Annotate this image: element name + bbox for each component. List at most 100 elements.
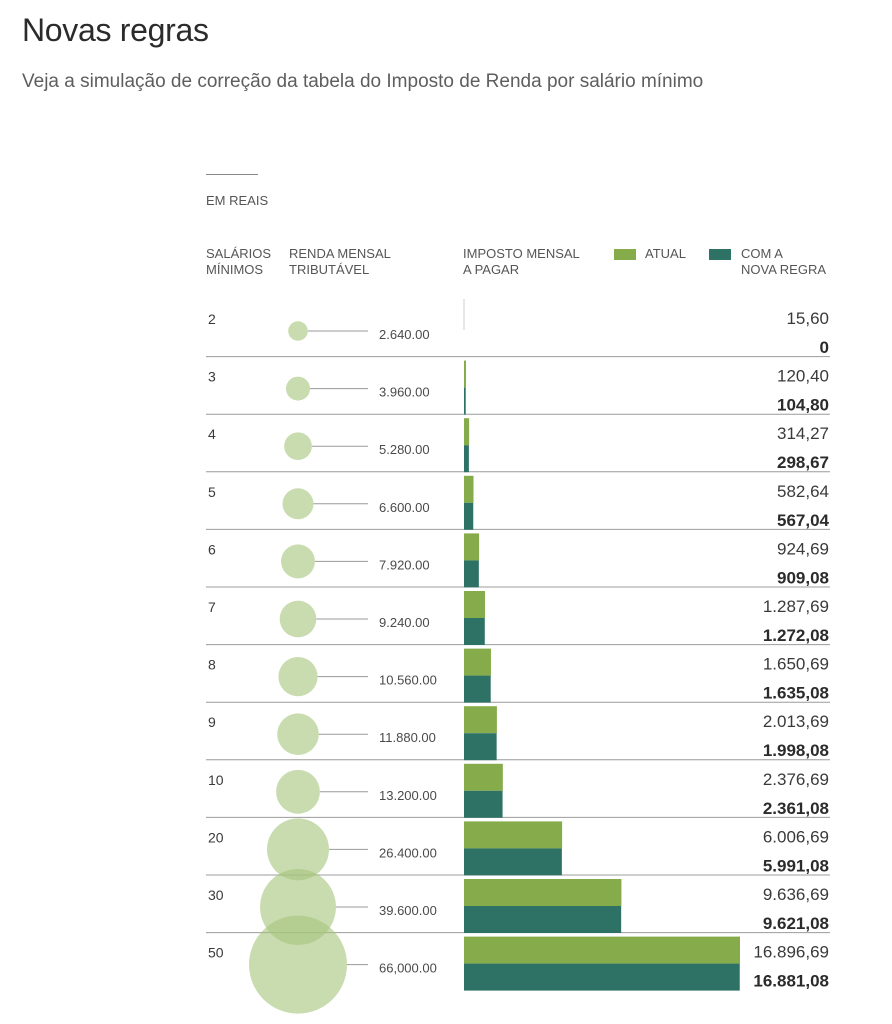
col-header-renda: RENDA MENSAL TRIBUTÁVEL [289,246,391,278]
bar-nova-20 [464,848,562,876]
category-label-50: 50 [208,945,224,961]
bar-nova-50 [464,963,740,991]
income-label-2: 2.640.00 [379,327,430,342]
bar-atual-10 [464,763,503,791]
page-subtitle: Veja a simulação de correção da tabela d… [22,71,704,92]
header-rule [206,174,258,175]
value-nova-3: 104,80 [777,396,829,415]
bar-atual-20 [464,821,563,849]
category-label-2: 2 [208,311,216,327]
income-label-50: 66,000.00 [379,961,437,976]
value-atual-20: 6.006,69 [763,827,829,846]
col-header-salarios: SALÁRIOS MÍNIMOS [206,246,271,278]
income-bubble-6 [281,544,315,579]
income-bubbles [249,321,347,1014]
value-atual-8: 1.650,69 [763,655,829,674]
legend-label-nova: COM A NOVA REGRA [741,246,826,278]
col-header-salarios-line1: SALÁRIOS [206,246,272,261]
value-nova-4: 298,67 [777,453,829,472]
row-labels: 2 2.640.00 15,60 0 3 3.960.00 120,40 104,80 4 5.2… [208,309,830,991]
value-atual-2: 15,60 [786,309,829,328]
bar-nova-9 [464,733,497,761]
category-label-5: 5 [208,484,216,500]
income-bubble-2 [288,321,308,341]
value-nova-50: 16.881,08 [753,972,829,991]
value-atual-6: 924,69 [777,539,829,558]
category-label-20: 20 [208,829,224,845]
category-label-30: 30 [208,887,224,903]
category-label-10: 10 [208,772,224,788]
bar-atual-5 [464,475,474,503]
bar-nova-30 [464,906,622,933]
bar-atual-3 [464,360,466,388]
legend-swatch-nova [709,249,731,260]
income-label-7: 9.240.00 [379,615,430,630]
income-label-6: 7.920.00 [379,557,430,572]
income-label-5: 6.600.00 [379,500,430,515]
category-label-3: 3 [208,369,216,385]
bar-atual-50 [464,936,740,964]
category-label-9: 9 [208,714,216,730]
bar-atual-9 [464,706,497,734]
unit-label: EM REAIS [206,193,269,208]
value-atual-3: 120,40 [777,367,829,386]
bar-nova-10 [464,790,503,818]
legend-label-nova-line2: NOVA REGRA [741,262,827,277]
value-atual-10: 2.376,69 [763,770,829,789]
category-label-7: 7 [208,599,216,615]
bar-atual-4 [464,418,470,446]
value-nova-10: 2.361,08 [763,799,829,818]
col-header-renda-line1: RENDA MENSAL [289,246,391,261]
bar-nova-7 [464,618,485,645]
bar-nova-4 [464,445,469,473]
income-bubble-10 [276,769,320,814]
income-label-20: 26.400.00 [379,845,437,860]
value-nova-30: 9.621,08 [763,914,829,933]
income-bubble-3 [286,376,310,401]
value-atual-7: 1.287,69 [763,597,829,616]
value-atual-30: 9.636,69 [763,885,829,904]
income-label-30: 39.600.00 [379,903,437,918]
income-bubble-50 [249,915,347,1014]
value-atual-9: 2.013,69 [763,712,829,731]
value-nova-20: 5.991,08 [763,856,829,875]
legend-label-nova-line1: COM A [741,246,783,261]
income-bubble-4 [284,432,312,461]
bar-atual-7 [464,591,486,618]
value-nova-7: 1.272,08 [763,626,829,645]
value-atual-5: 582,64 [777,482,829,501]
bar-nova-8 [464,675,491,703]
income-label-8: 10.560.00 [379,673,437,688]
bar-atual-30 [464,879,622,906]
bar-nova-5 [464,502,474,530]
category-label-6: 6 [208,541,216,557]
income-bubble-7 [279,600,317,638]
col-header-renda-line2: TRIBUTÁVEL [289,262,370,277]
income-label-4: 5.280.00 [379,442,430,457]
bar-nova-3 [464,387,466,415]
leader-lines [206,330,830,966]
income-bubble-5 [282,488,314,520]
value-atual-4: 314,27 [777,424,829,443]
col-header-imposto-line2: A PAGAR [463,262,520,277]
value-nova-2: 0 [820,338,829,357]
income-bubble-8 [278,657,318,697]
income-label-9: 11.880.00 [379,730,436,745]
value-nova-8: 1.635,08 [763,684,829,703]
value-nova-5: 567,04 [777,511,830,530]
legend-label-atual: ATUAL [645,246,686,261]
bar-atual-6 [464,533,480,561]
bar-atual-8 [464,648,491,676]
col-header-imposto-line1: IMPOSTO MENSAL [463,246,580,261]
page-title: Novas regras [22,12,209,48]
col-header-imposto: IMPOSTO MENSAL A PAGAR [463,246,580,278]
value-nova-6: 909,08 [777,568,829,587]
income-bubble-9 [277,713,319,755]
bar-nova-6 [464,560,479,588]
category-label-4: 4 [208,426,216,442]
col-header-salarios-line2: MÍNIMOS [206,262,264,277]
tax-bars [463,299,740,991]
income-label-3: 3.960.00 [379,385,430,400]
legend-swatch-atual [614,249,636,260]
